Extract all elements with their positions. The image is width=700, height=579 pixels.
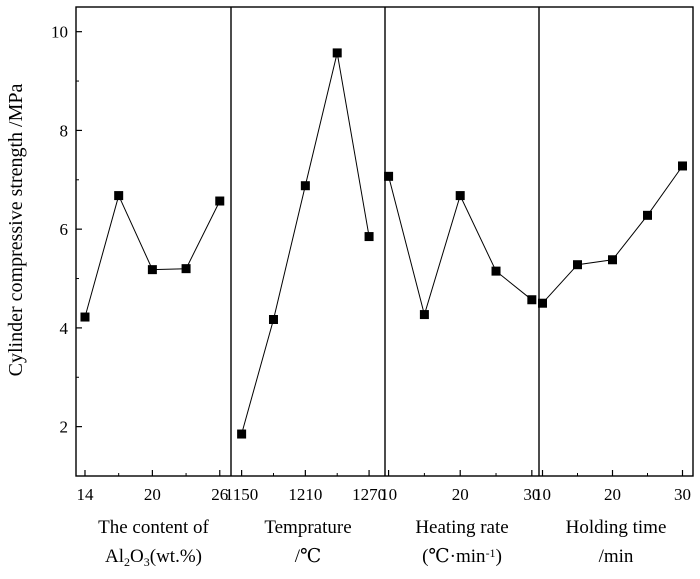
x-axis-unit: /min	[599, 546, 634, 567]
data-point	[419, 310, 429, 320]
x-tick-label: 20	[604, 485, 621, 504]
data-point	[491, 266, 501, 276]
x-tick-label: 20	[144, 485, 161, 504]
y-tick-label: 8	[60, 121, 69, 140]
series-line	[241, 52, 370, 435]
data-point	[527, 295, 537, 305]
x-axis-title: Heating rate	[415, 517, 508, 538]
x-axis-title: Holding time	[566, 517, 667, 538]
y-tick-label: 4	[60, 319, 69, 338]
data-point	[237, 429, 247, 439]
x-tick-label: 1210	[288, 485, 322, 504]
data-point	[573, 260, 582, 270]
x-tick-label: 1270	[352, 485, 386, 504]
data-point	[538, 298, 547, 308]
data-point	[300, 181, 310, 191]
x-tick-label: 30	[523, 485, 540, 504]
x-tick-label: 1150	[225, 485, 258, 504]
x-tick-label: 10	[534, 485, 551, 504]
panel-heating-rate: 10 20 30 Heating rate (℃·min-1)	[380, 171, 540, 567]
y-tick-label: 6	[60, 220, 69, 239]
x-axis-unit: Al2O3(wt.%)	[105, 546, 202, 569]
data-point	[364, 232, 374, 242]
data-point	[643, 210, 652, 220]
x-axis-unit: (℃·min-1)	[422, 546, 502, 567]
data-point	[80, 312, 90, 322]
plot-frame	[75, 6, 694, 477]
data-point	[268, 315, 278, 325]
y-axis: 2 4 6 8 10	[51, 23, 82, 437]
y-axis-title: Cylinder compressive strength /MPa	[5, 84, 27, 377]
x-axis-title: The content of	[98, 517, 209, 538]
data-point	[455, 191, 465, 201]
x-tick-label: 20	[452, 485, 469, 504]
data-point	[678, 161, 687, 171]
data-point	[114, 191, 124, 201]
y-tick-label: 10	[51, 23, 68, 42]
x-tick-label: 30	[674, 485, 691, 504]
data-point	[147, 265, 157, 275]
data-point	[332, 48, 342, 58]
data-point	[181, 264, 191, 274]
x-axis-unit: /℃	[295, 546, 322, 567]
series-line	[84, 194, 221, 318]
data-point	[608, 255, 617, 265]
x-tick-label: 10	[380, 485, 397, 504]
x-axis-title: Temprature	[264, 517, 351, 538]
data-point	[384, 171, 394, 181]
x-tick-label: 14	[76, 485, 94, 504]
series-line	[542, 165, 683, 304]
panel-holding-time: 10 20 30 Holding time/min	[534, 161, 691, 567]
data-point	[215, 196, 225, 206]
x-tick-label: 26	[211, 485, 228, 504]
y-tick-label: 2	[60, 418, 69, 437]
